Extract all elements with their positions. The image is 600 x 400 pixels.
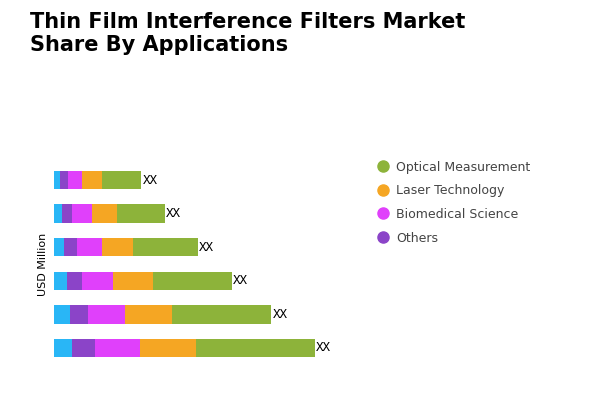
- Bar: [67, 272, 82, 290]
- Bar: [92, 204, 117, 223]
- Bar: [54, 238, 64, 256]
- Bar: [82, 272, 113, 290]
- Bar: [54, 339, 73, 357]
- Bar: [54, 305, 70, 324]
- Bar: [54, 204, 62, 223]
- Bar: [88, 305, 125, 324]
- Bar: [102, 171, 142, 189]
- Bar: [113, 272, 153, 290]
- Text: XX: XX: [199, 241, 214, 254]
- Bar: [60, 171, 68, 189]
- Bar: [196, 339, 315, 357]
- Bar: [117, 204, 165, 223]
- Y-axis label: USD Million: USD Million: [38, 232, 49, 296]
- Bar: [62, 204, 72, 223]
- Bar: [133, 238, 198, 256]
- Bar: [64, 238, 77, 256]
- Text: XX: XX: [143, 174, 158, 187]
- Bar: [172, 305, 271, 324]
- Bar: [54, 272, 67, 290]
- Bar: [70, 305, 88, 324]
- Bar: [125, 305, 172, 324]
- Text: XX: XX: [166, 207, 181, 220]
- Text: Thin Film Interference Filters Market
Share By Applications: Thin Film Interference Filters Market Sh…: [30, 12, 466, 55]
- Bar: [77, 238, 102, 256]
- Bar: [153, 272, 232, 290]
- Bar: [102, 238, 133, 256]
- Bar: [82, 171, 102, 189]
- Bar: [95, 339, 140, 357]
- Bar: [140, 339, 196, 357]
- Bar: [73, 339, 95, 357]
- Bar: [68, 171, 82, 189]
- Text: XX: XX: [272, 308, 287, 321]
- Bar: [54, 171, 60, 189]
- Bar: [72, 204, 92, 223]
- Legend: Optical Measurement, Laser Technology, Biomedical Science, Others: Optical Measurement, Laser Technology, B…: [375, 156, 536, 250]
- Text: XX: XX: [316, 341, 331, 354]
- Text: XX: XX: [233, 274, 248, 287]
